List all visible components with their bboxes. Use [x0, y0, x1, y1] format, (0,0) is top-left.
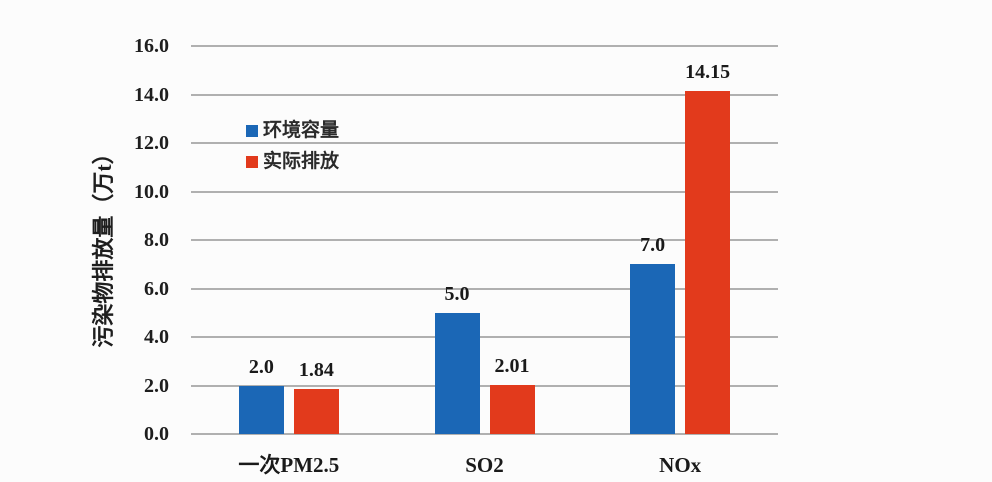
bar-value-label: 14.15 — [685, 60, 731, 83]
legend: 环境容量 实际排放 — [246, 120, 340, 184]
y-tick-label: 8.0 — [144, 229, 169, 251]
gridline — [191, 190, 778, 193]
legend-label-actual: 实际排放 — [263, 151, 340, 172]
y-tick-label: 10.0 — [134, 180, 169, 203]
gridline — [191, 336, 778, 338]
y-tick-label: 6.0 — [144, 277, 169, 300]
legend-swatch-red-icon — [246, 156, 258, 168]
bar-actual — [685, 90, 731, 434]
bar-value-label: 5.0 — [444, 282, 470, 305]
gridline — [191, 287, 778, 290]
bar-actual — [293, 389, 339, 434]
category-label: 一次PM2.5 — [238, 453, 340, 477]
bar-capacity — [238, 385, 284, 434]
bar-capacity — [630, 264, 676, 434]
bar-value-label: 2.0 — [248, 355, 274, 378]
y-tick-label: 4.0 — [144, 326, 169, 348]
legend-item-actual: 实际排放 — [246, 151, 340, 172]
y-tick-label: 14.0 — [134, 83, 169, 106]
bar-actual — [489, 385, 535, 434]
bar-value-label: 7.0 — [640, 234, 666, 257]
y-tick-label: 16.0 — [134, 35, 169, 57]
category-label: SO2 — [465, 453, 504, 477]
y-tick-label: 0.0 — [144, 423, 169, 445]
y-tick-label: 12.0 — [134, 132, 169, 154]
category-label: NOx — [659, 453, 702, 477]
legend-label-capacity: 环境容量 — [263, 120, 340, 141]
gridline — [191, 93, 778, 96]
gridline — [191, 45, 778, 47]
gridline — [191, 142, 778, 144]
y-tick-label: 2.0 — [144, 374, 169, 397]
gridline — [191, 239, 778, 241]
legend-item-capacity: 环境容量 — [246, 120, 340, 141]
legend-swatch-blue-icon — [246, 125, 258, 137]
bar-value-label: 2.01 — [494, 355, 530, 378]
bar-capacity — [434, 312, 480, 434]
gridline — [191, 433, 778, 435]
gridline — [191, 384, 778, 387]
bar-value-label: 1.84 — [298, 359, 334, 382]
